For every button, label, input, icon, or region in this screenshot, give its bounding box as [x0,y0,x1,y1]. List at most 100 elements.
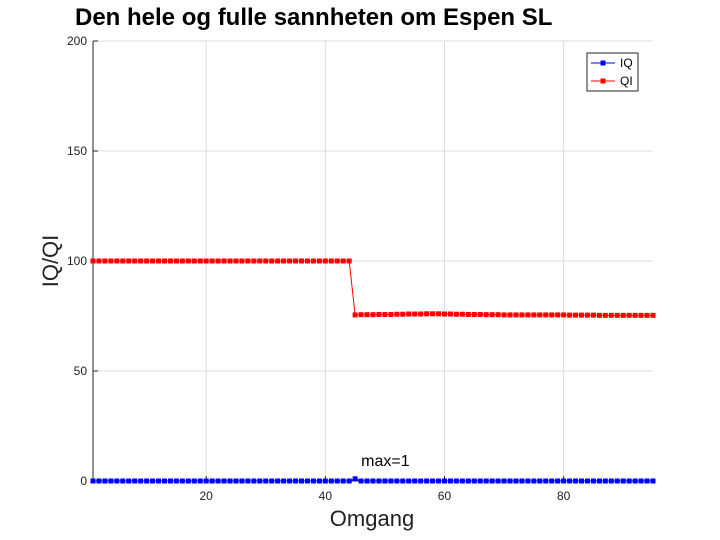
series-qi-point [561,312,567,318]
series-qi-point [608,312,614,318]
series-qi-point [376,311,382,317]
series-iq-point [120,478,126,484]
series-qi-point [138,258,144,264]
series-iq-point [304,478,310,484]
series-qi-point [436,311,442,317]
series-iq-point [167,478,173,484]
series-qi-point [126,258,132,264]
series-qi-point [537,312,543,318]
series-iq-point [251,478,257,484]
series-qi-point [543,312,549,318]
series-qi-point [602,312,608,318]
series-qi-point [102,258,108,264]
series-iq-point [596,478,602,484]
series-iq-point [161,478,167,484]
series-iq-point [316,478,322,484]
series-qi-point [525,312,531,318]
y-tick-label: 200 [67,34,87,48]
series-iq-point [626,478,632,484]
series-lines [90,258,656,484]
series-qi-point [96,258,102,264]
series-iq-point [132,478,138,484]
series-iq-point [465,478,471,484]
series-qi-point [394,311,400,317]
series-iq-point [418,478,424,484]
series-iq-point [447,478,453,484]
series-qi-point [555,312,561,318]
series-qi-point [197,258,203,264]
series-qi-point [471,311,477,317]
series-qi-point [156,258,162,264]
series-iq-point [275,478,281,484]
series-iq-point [549,478,555,484]
series-qi-point [614,312,620,318]
series-qi-point [245,258,251,264]
series-qi-point [209,258,215,264]
series-iq-point [340,478,346,484]
series-qi-point [459,311,465,317]
series-iq-point [191,478,197,484]
x-tick-label: 20 [200,489,214,503]
series-qi-point [251,258,257,264]
series-qi-point [120,258,126,264]
series-iq-point [537,478,543,484]
series-iq-point [102,478,108,484]
series-iq-point [400,478,406,484]
series-qi-point [334,258,340,264]
series-qi-point [299,258,305,264]
series-iq-point [346,478,352,484]
series-qi-point [179,258,185,264]
legend-iq-label: IQ [620,56,633,70]
series-iq-point [263,478,269,484]
series-qi-point [203,258,209,264]
series-qi-point [364,312,370,318]
series-qi-point [346,258,352,264]
series-qi-point [477,311,483,317]
series-iq-point [352,476,358,482]
series-iq-point [257,478,263,484]
series-qi-point [191,258,197,264]
y-tick-label: 150 [67,144,87,158]
series-iq-point [644,478,650,484]
y-tick-label: 50 [74,364,88,378]
series-iq-point [441,478,447,484]
series-iq-point [150,478,156,484]
x-axis-label: Omgang [330,506,414,531]
series-qi-point [185,258,191,264]
series-qi-point [650,312,656,318]
series-iq-point [453,478,459,484]
series-qi-point [90,258,96,264]
series-qi-point [400,311,406,317]
series-qi-point [281,258,287,264]
series-qi-point [567,312,573,318]
series-iq-point [388,478,394,484]
series-qi-point [173,258,179,264]
series-qi-point [584,312,590,318]
series-qi-point [531,312,537,318]
legend-box [586,52,639,92]
series-qi-point [638,312,644,318]
series-qi-point [108,258,114,264]
series-iq-point [567,478,573,484]
series-iq-point [227,478,233,484]
series-iq-point [614,478,620,484]
series-iq-point [179,478,185,484]
series-iq-point [281,478,287,484]
legend: IQ QI [586,52,639,92]
series-iq-point [114,478,120,484]
series-iq-point [394,478,400,484]
series-qi-point [227,258,233,264]
series-iq-point [334,478,340,484]
series-qi-point [596,312,602,318]
x-tick-label: 80 [557,489,571,503]
series-iq-point [233,478,239,484]
series-iq-point [412,478,418,484]
series-iq-point [489,478,495,484]
series-qi-point [573,312,579,318]
series-qi-point [370,312,376,318]
series-iq-point [525,478,531,484]
series-iq-point [477,478,483,484]
series-qi-point [579,312,585,318]
series-iq-point [531,478,537,484]
